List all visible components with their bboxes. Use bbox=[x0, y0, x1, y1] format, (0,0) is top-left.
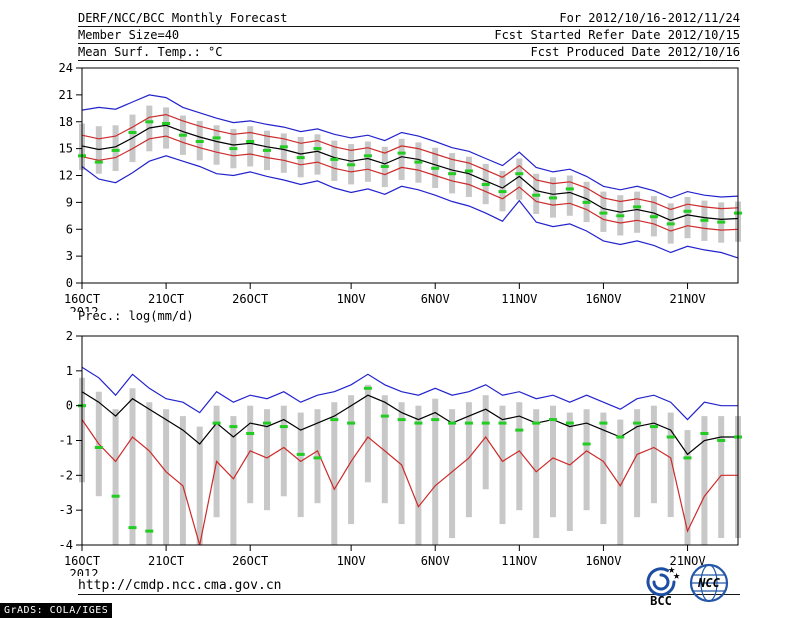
surface-temperature-ytick-label: 24 bbox=[59, 61, 73, 75]
surface-temperature-ensemble-max-line bbox=[81, 94, 739, 199]
precipitation-xtick-label: 1NOV bbox=[337, 554, 366, 568]
surface-temperature-ytick-label: 6 bbox=[66, 222, 73, 236]
precipitation-ytick-label: 2 bbox=[66, 329, 73, 343]
precipitation-observation-markers bbox=[78, 386, 742, 533]
precipitation-xtick-label: 26OCT bbox=[232, 554, 268, 568]
surface-temperature-ytick-label: 12 bbox=[59, 169, 73, 183]
surface-temperature-ensemble-min-line bbox=[81, 155, 739, 259]
precipitation-ytick-label: 1 bbox=[66, 364, 73, 378]
bcc-logo-icon: ★ ★ BCC bbox=[646, 563, 680, 607]
surface-temperature-lower-band-line bbox=[81, 135, 739, 232]
surface-temperature-xtick-label: 16OCT bbox=[64, 292, 100, 306]
header-row-1: DERF/NCC/BCC Monthly Forecast For 2012/1… bbox=[78, 10, 740, 27]
surface-temperature-xtick-label: 6NOV bbox=[421, 292, 450, 306]
grads-watermark: GrADS: COLA/IGES bbox=[0, 603, 113, 618]
surface-temperature-ensemble-mean-line bbox=[81, 124, 739, 221]
surface-temperature-spread-bars bbox=[79, 105, 741, 244]
surface-temperature-xtick-year-label: 2012 bbox=[70, 305, 99, 312]
precipitation-xtick-year-label: 2012 bbox=[70, 567, 99, 576]
surface-temperature-xtick-label: 1NOV bbox=[337, 292, 366, 306]
produced-date: Fcst Produced Date 2012/10/16 bbox=[530, 45, 740, 59]
surface-temperature-xtick-label: 21NOV bbox=[669, 292, 705, 306]
surface-temperature-ytick-label: 18 bbox=[59, 115, 73, 129]
footer-underline bbox=[78, 594, 740, 595]
precipitation-ytick-label: -1 bbox=[59, 434, 73, 448]
website-url: http://cmdp.ncc.cma.gov.cn bbox=[78, 578, 282, 593]
surface-temperature-xtick-label: 16NOV bbox=[585, 292, 621, 306]
surface-temperature-xtick-label: 21OCT bbox=[148, 292, 184, 306]
precipitation-xtick-label: 21NOV bbox=[669, 554, 705, 568]
ncc-logo-icon: NCC bbox=[689, 563, 729, 603]
precipitation-xtick-label: 21OCT bbox=[148, 554, 184, 568]
surface-temperature-ytick-label: 9 bbox=[66, 195, 73, 209]
precipitation-xtick-label: 16NOV bbox=[585, 554, 621, 568]
surface-temperature-upper-band-line bbox=[81, 113, 739, 211]
surface-temperature-xtick-label: 26OCT bbox=[232, 292, 268, 306]
surface-temperature-observation-markers bbox=[78, 120, 742, 226]
surface-temperature-ytick-label: 21 bbox=[59, 88, 73, 102]
precipitation-ensemble-max-line bbox=[81, 366, 738, 421]
page-title: DERF/NCC/BCC Monthly Forecast bbox=[78, 11, 288, 25]
precipitation-xtick-label: 6NOV bbox=[421, 554, 450, 568]
bcc-star-small-icon: ★ bbox=[673, 568, 680, 582]
precipitation-ytick-label: -4 bbox=[59, 538, 73, 552]
surface-temperature-ytick-label: 3 bbox=[66, 249, 73, 263]
header: DERF/NCC/BCC Monthly Forecast For 2012/1… bbox=[78, 10, 740, 61]
ncc-logo-label: NCC bbox=[697, 576, 720, 590]
member-size: Member Size=40 bbox=[78, 28, 180, 42]
bcc-logo-label: BCC bbox=[650, 594, 672, 607]
temperature-chart-title: Mean Surf. Temp.: °C bbox=[78, 45, 223, 59]
header-row-2: Member Size=40 Fcst Started Refer Date 2… bbox=[78, 27, 740, 44]
precipitation-chart-title: Prec.: log(mm/d) bbox=[78, 309, 194, 323]
surface-temperature-ytick-label: 15 bbox=[59, 142, 73, 156]
precipitation-ytick-label: 0 bbox=[66, 399, 73, 413]
precipitation-ensemble-min-line bbox=[81, 419, 738, 546]
forecast-range: For 2012/10/16-2012/11/24 bbox=[559, 11, 740, 25]
surface-temperature-xtick-label: 11NOV bbox=[501, 292, 537, 306]
bcc-star-icon: ★ bbox=[668, 563, 675, 576]
precipitation-ytick-label: -2 bbox=[59, 468, 73, 482]
surface-temperature-ytick-label: 0 bbox=[66, 276, 73, 290]
refer-date: Fcst Started Refer Date 2012/10/15 bbox=[494, 28, 740, 42]
precipitation-ytick-label: -3 bbox=[59, 503, 73, 517]
precipitation-xtick-label: 11NOV bbox=[501, 554, 537, 568]
precipitation-xtick-label: 16OCT bbox=[64, 554, 100, 568]
surface-temperature-frame bbox=[81, 67, 739, 284]
header-row-3: Mean Surf. Temp.: °C Fcst Produced Date … bbox=[78, 44, 740, 61]
precipitation-ensemble-mean-line bbox=[81, 391, 738, 456]
precipitation-spread-bars bbox=[79, 377, 741, 546]
